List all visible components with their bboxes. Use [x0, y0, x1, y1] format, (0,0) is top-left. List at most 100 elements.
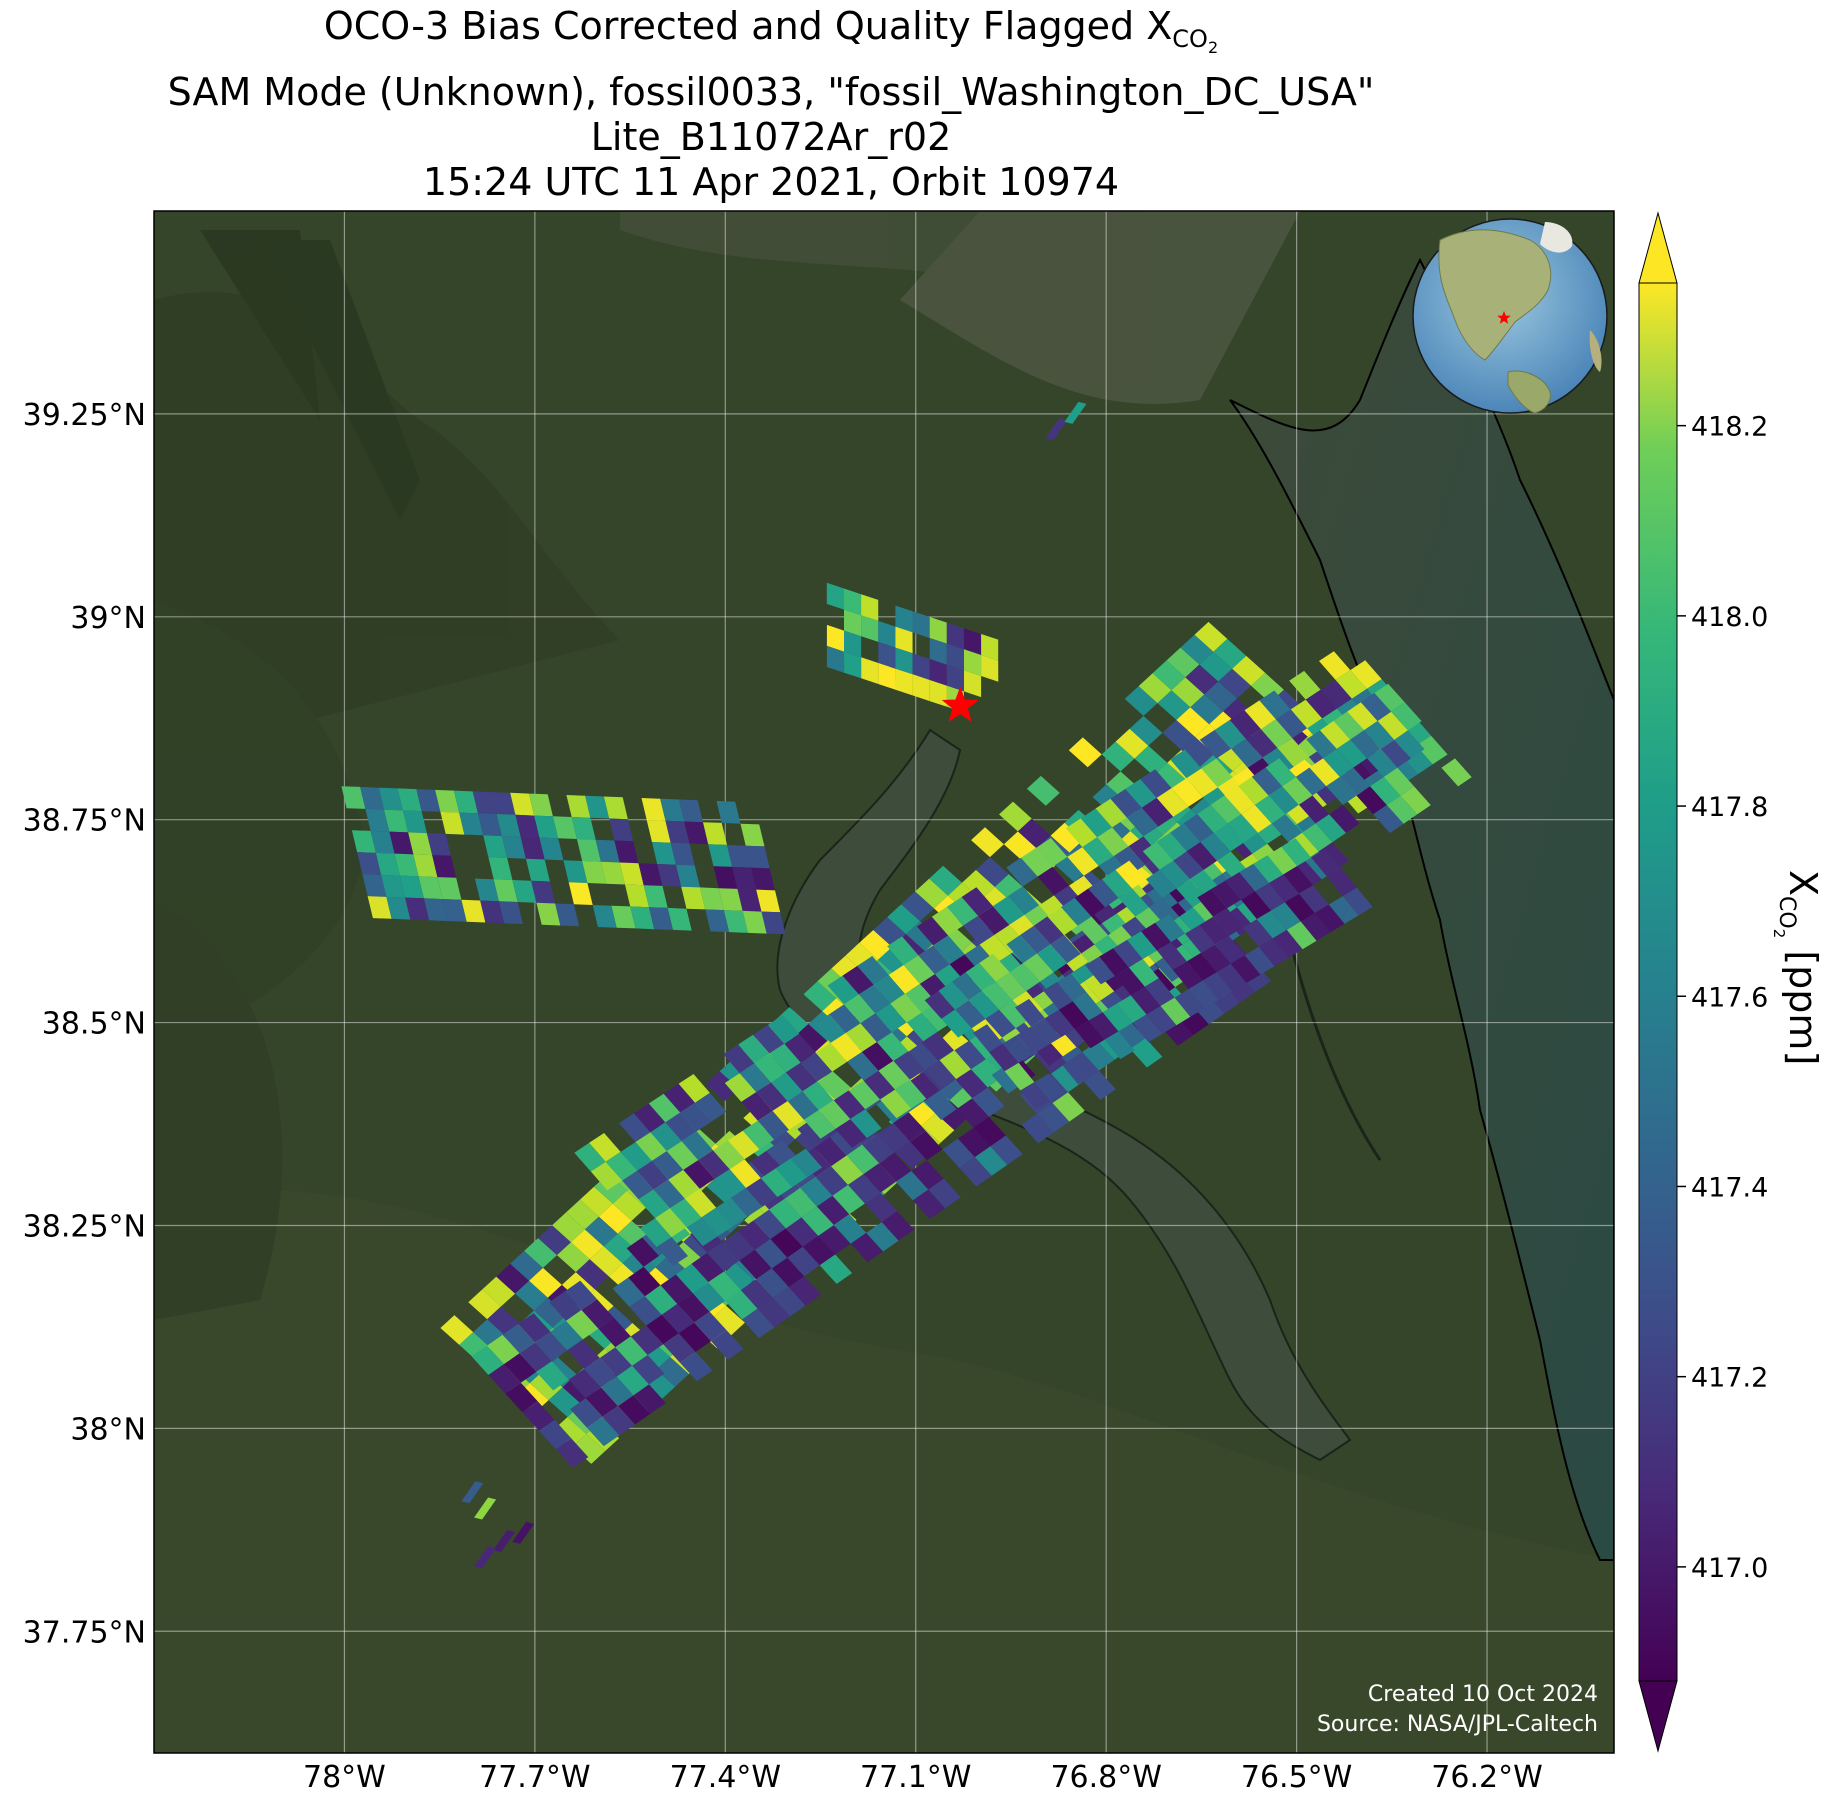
sounding-footprint — [775, 1007, 809, 1037]
sounding-footprint — [878, 641, 896, 669]
sounding-footprint — [493, 879, 518, 902]
sounding-footprint — [860, 1013, 892, 1043]
sounding-footprint — [727, 844, 751, 868]
sounding-footprint — [1255, 882, 1285, 911]
sounding-footprint — [1129, 715, 1163, 746]
sounding-footprint — [649, 907, 673, 930]
sounding-footprint — [815, 1166, 848, 1196]
sounding-footprint — [790, 1148, 823, 1178]
sounding-footprint — [440, 1315, 474, 1345]
sounding-footprint — [480, 900, 505, 924]
sounding-footprint — [903, 955, 935, 984]
sounding-footprint — [939, 1050, 971, 1079]
sounding-footprint — [598, 1317, 631, 1348]
isolated-sounding-4 — [493, 1529, 516, 1552]
sounding-footprint — [901, 891, 935, 922]
sounding-footprint — [701, 1207, 733, 1237]
title-line-4: 15:24 UTC 11 Apr 2021, Orbit 10974 — [422, 160, 1120, 204]
sounding-footprint — [539, 1419, 572, 1450]
sounding-footprint — [1200, 944, 1231, 973]
title-sub-co: CO — [1172, 25, 1208, 53]
sounding-footprint — [912, 653, 930, 680]
sounding-footprint — [878, 1060, 910, 1090]
sounding-footprint — [1080, 808, 1113, 838]
sounding-footprint — [804, 1110, 836, 1139]
sounding-footprint — [1186, 952, 1217, 981]
sounding-footprint — [742, 1120, 775, 1150]
sounding-footprint — [435, 789, 460, 813]
xco2-soundings — [341, 401, 1472, 1569]
sounding-footprint — [1186, 768, 1218, 798]
sounding-footprint — [1088, 1012, 1119, 1040]
sounding-footprint — [1441, 758, 1472, 787]
sounding-footprint — [360, 786, 385, 810]
sounding-footprint — [707, 1242, 740, 1272]
sounding-footprint — [982, 981, 1013, 1010]
sounding-footprint — [1050, 935, 1081, 964]
sounding-footprint — [879, 1152, 912, 1182]
sounding-footprint — [705, 909, 730, 933]
sounding-footprint — [598, 1203, 632, 1234]
sounding-footprint — [1142, 841, 1174, 870]
sounding-footprint — [895, 626, 913, 654]
sounding-footprint — [757, 1110, 790, 1140]
sounding-footprint — [1282, 776, 1313, 805]
sounding-footprint — [586, 1416, 620, 1447]
sounding-footprint — [656, 1237, 688, 1266]
sounding-footprint — [684, 821, 709, 845]
sounding-footprint — [501, 836, 526, 859]
sounding-footprint — [716, 1197, 748, 1227]
sounding-footprint — [991, 1065, 1022, 1094]
sounding-footprint — [678, 1074, 710, 1103]
sounding-footprint — [461, 899, 486, 923]
sounding-footprint — [442, 899, 467, 922]
sounding-footprint — [1315, 814, 1346, 843]
isolated-sounding-2 — [461, 1481, 484, 1504]
sounding-footprint — [394, 853, 419, 877]
sounding-footprint — [973, 1116, 1006, 1147]
sounding-footprint — [988, 1043, 1019, 1072]
lon-tick-label-1: 77.7°W — [479, 1760, 590, 1795]
sounding-footprint — [529, 1267, 562, 1298]
sounding-footprint — [933, 935, 965, 965]
sounding-footprint — [620, 1142, 652, 1171]
sounding-footprint — [924, 1060, 957, 1089]
sounding-footprint — [603, 1233, 637, 1264]
lat-tick-label-5: 38°N — [70, 1412, 146, 1447]
sounding-footprint — [1141, 797, 1174, 827]
sounding-footprint — [1157, 690, 1191, 720]
sounding-footprint — [536, 902, 561, 926]
sounding-footprint — [968, 991, 1000, 1019]
sounding-footprint — [1115, 967, 1145, 996]
sounding-footprint — [1067, 847, 1099, 876]
sounding-footprint — [1360, 693, 1392, 721]
sounding-footprint — [625, 884, 649, 908]
sounding-footprint — [756, 889, 781, 913]
sounding-footprint — [637, 1160, 669, 1190]
sounding-footprint — [539, 837, 564, 861]
sounding-footprint — [1254, 795, 1286, 824]
sounding-footprint — [845, 1023, 877, 1052]
sounding-footprint — [553, 1417, 587, 1447]
sounding-footprint — [665, 820, 690, 844]
sounding-footprint — [912, 611, 930, 638]
sounding-footprint — [775, 1158, 808, 1188]
sounding-footprint — [1052, 1092, 1085, 1122]
sounding-footprint — [877, 1123, 911, 1153]
sounding-footprint — [667, 907, 692, 931]
sounding-footprint — [1197, 889, 1228, 917]
sounding-footprint — [1213, 908, 1243, 936]
sounding-footprint — [1180, 634, 1214, 665]
sounding-footprint — [584, 1216, 618, 1247]
sounding-footprint — [1364, 721, 1395, 749]
sounding-footprint — [1386, 795, 1418, 824]
sounding-footprint — [510, 792, 535, 816]
sounding-footprint — [618, 1395, 651, 1425]
sounding-footprint — [1328, 896, 1359, 924]
sounding-footprint — [787, 1246, 820, 1277]
sounding-footprint — [1183, 814, 1214, 842]
sounding-footprint — [848, 1174, 881, 1204]
sounding-footprint — [1176, 879, 1207, 908]
lon-tick-label-0: 78°W — [303, 1760, 386, 1795]
sounding-footprint — [753, 1209, 786, 1239]
